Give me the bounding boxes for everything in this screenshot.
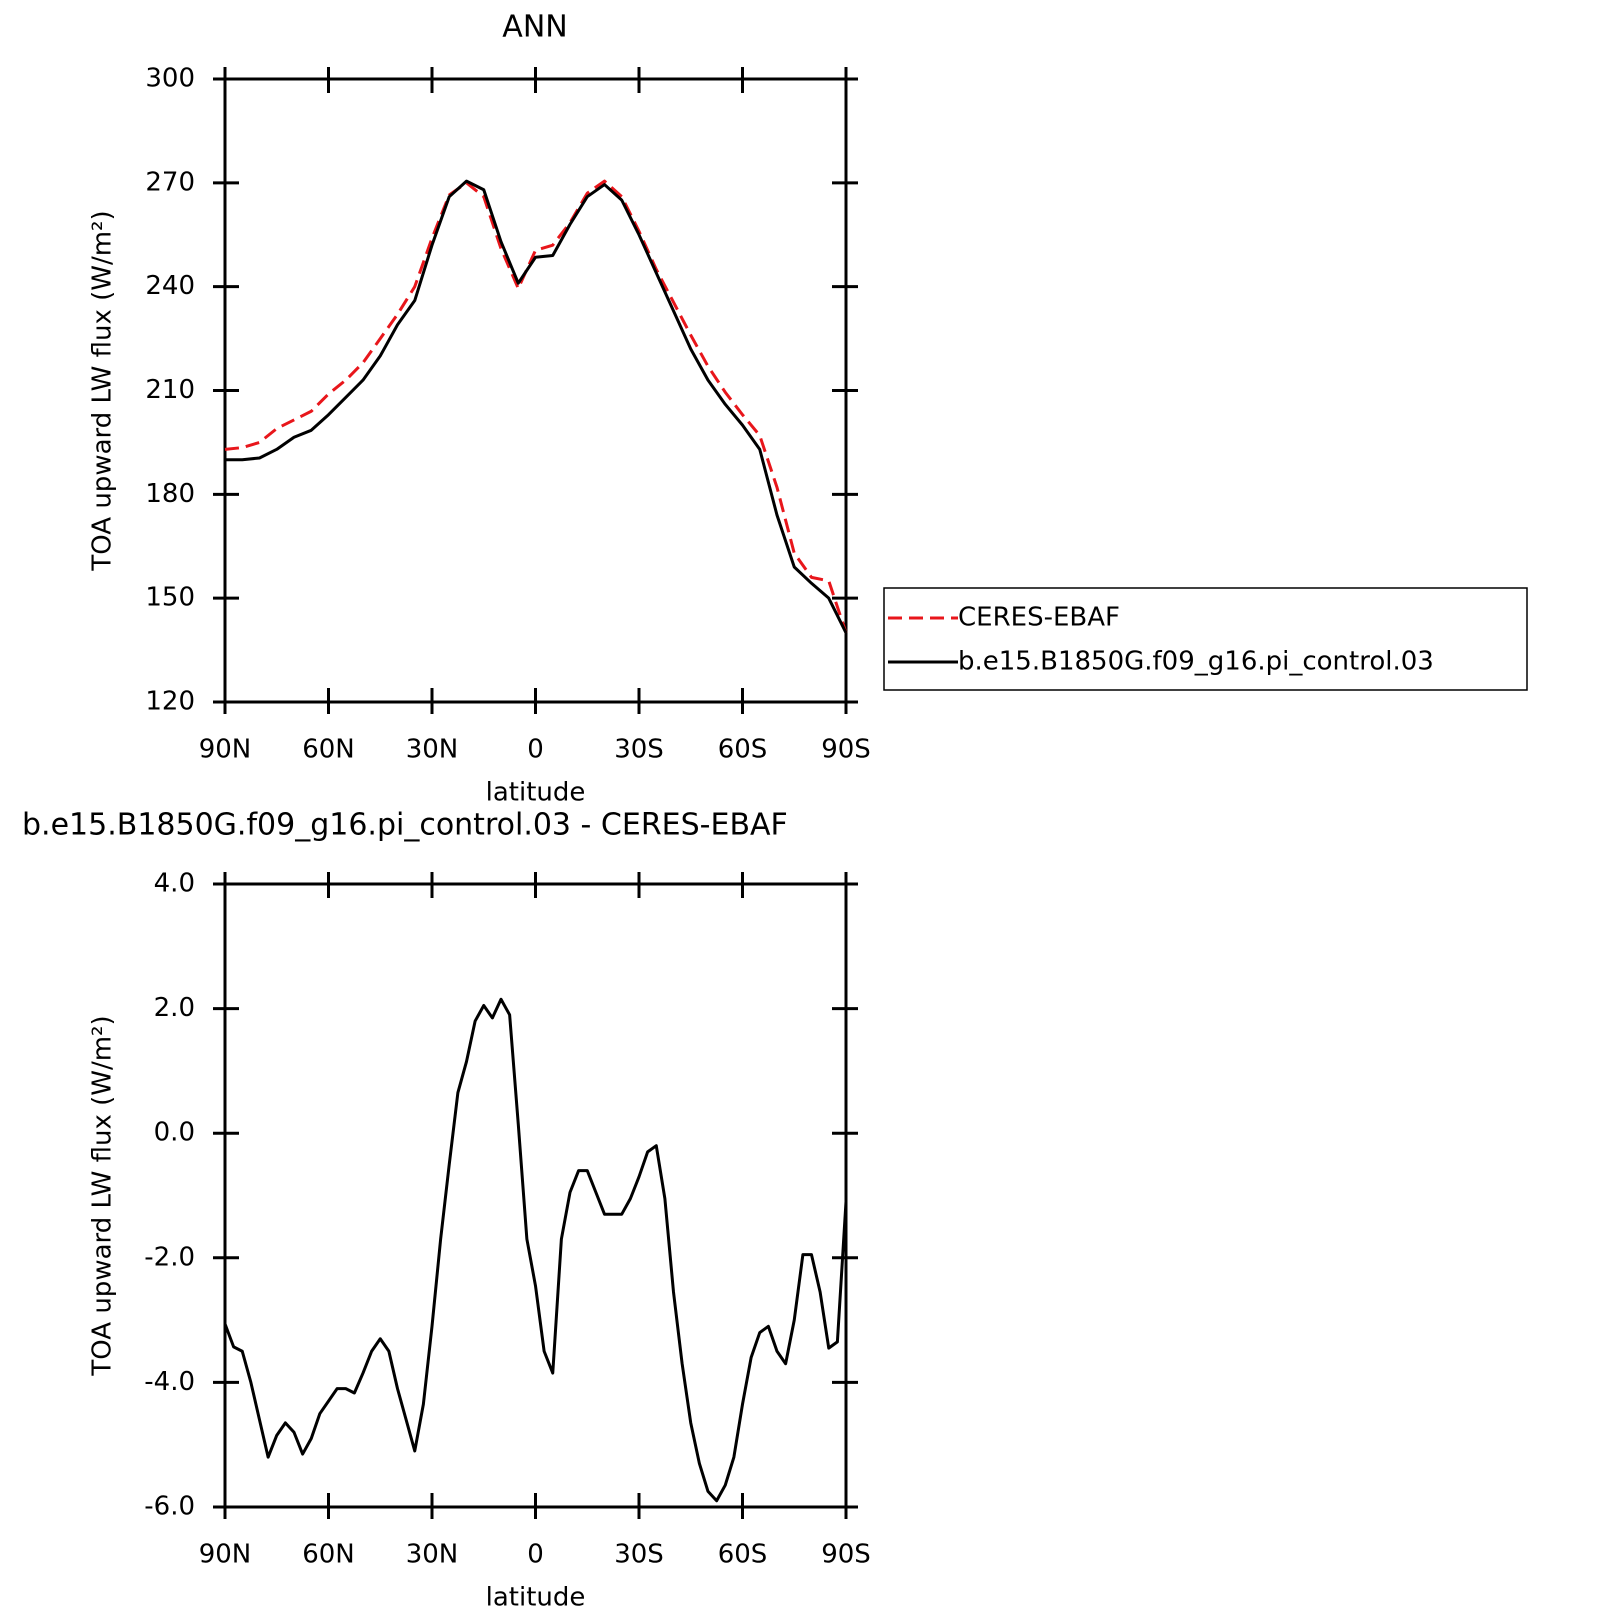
y-tick-label: 180 bbox=[145, 479, 195, 509]
x-tick-label: 90N bbox=[199, 1540, 252, 1570]
x-axis-label: latitude bbox=[486, 778, 586, 808]
x-tick-label: 60N bbox=[302, 735, 355, 765]
y-tick-label: -6.0 bbox=[144, 1492, 195, 1522]
data-line bbox=[223, 997, 848, 1503]
y-tick-label: 120 bbox=[145, 687, 195, 717]
x-tick-label: 0 bbox=[527, 735, 544, 765]
data-line bbox=[225, 179, 848, 634]
y-tick-label: 2.0 bbox=[154, 993, 195, 1023]
x-tick-label: 60S bbox=[718, 735, 768, 765]
x-tick-label: 60S bbox=[718, 1540, 768, 1570]
y-tick-label: 210 bbox=[145, 375, 195, 405]
x-tick-label: 90S bbox=[821, 735, 871, 765]
x-tick-label: 90S bbox=[821, 1540, 871, 1570]
y-tick-label: 0.0 bbox=[154, 1118, 195, 1148]
y-tick-label: -2.0 bbox=[144, 1242, 195, 1272]
y-tick-label: 4.0 bbox=[154, 869, 195, 899]
x-tick-label: 90N bbox=[199, 735, 252, 765]
x-tick-label: 30S bbox=[614, 735, 664, 765]
x-tick-label: 30N bbox=[406, 735, 459, 765]
chart-title: ANN bbox=[502, 10, 567, 45]
x-tick-label: 0 bbox=[527, 1540, 544, 1570]
x-axis-label: latitude bbox=[486, 1583, 586, 1613]
plot-frame bbox=[223, 882, 848, 1509]
data-line bbox=[224, 179, 848, 634]
y-tick-label: 300 bbox=[145, 64, 195, 94]
legend-label: CERES-EBAF bbox=[958, 603, 1120, 633]
x-tick-label: 60N bbox=[302, 1540, 355, 1570]
y-tick-label: 270 bbox=[145, 167, 195, 197]
y-tick-label: -4.0 bbox=[144, 1367, 195, 1397]
chart-title: b.e15.B1850G.f09_g16.pi_control.03 - CER… bbox=[22, 808, 788, 843]
y-tick-label: 150 bbox=[145, 583, 195, 613]
y-axis-label: TOA upward LW flux (W/m²) bbox=[88, 1015, 118, 1376]
x-tick-label: 30N bbox=[406, 1540, 459, 1570]
legend-label: b.e15.B1850G.f09_g16.pi_control.03 bbox=[958, 647, 1434, 677]
y-tick-label: 240 bbox=[145, 271, 195, 301]
y-axis-label: TOA upward LW flux (W/m²) bbox=[88, 210, 118, 571]
legend-box bbox=[883, 587, 1528, 691]
x-tick-label: 30S bbox=[614, 1540, 664, 1570]
plot-frame bbox=[223, 77, 848, 704]
